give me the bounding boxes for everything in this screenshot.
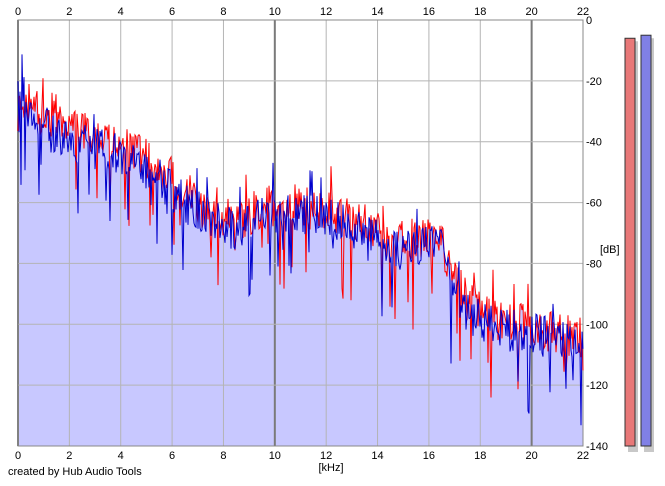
- x-tick-label-bottom: 16: [423, 450, 435, 462]
- x-tick-label-top: 22: [577, 6, 589, 18]
- x-tick-label-top: 0: [15, 6, 21, 18]
- x-tick-label-bottom: 4: [118, 450, 124, 462]
- x-tick-label-top: 14: [371, 6, 383, 18]
- level-meter-bar: [640, 34, 652, 447]
- x-axis-title: [kHz]: [318, 462, 343, 474]
- x-tick-label-bottom: 12: [320, 450, 332, 462]
- y-tick-label: -120: [586, 380, 608, 392]
- x-tick-label-bottom: 2: [66, 450, 72, 462]
- x-tick-label-bottom: 22: [577, 450, 589, 462]
- x-tick-label-top: 8: [220, 6, 226, 18]
- x-tick-label-bottom: 20: [526, 450, 538, 462]
- y-tick-label: -20: [586, 76, 602, 88]
- x-tick-label-bottom: 8: [220, 450, 226, 462]
- x-tick-label-bottom: 18: [474, 450, 486, 462]
- y-tick-label: -40: [586, 137, 602, 149]
- y-tick-label: -60: [586, 198, 602, 210]
- x-tick-label-bottom: 0: [15, 450, 21, 462]
- x-tick-label-top: 12: [320, 6, 332, 18]
- credit-text: created by Hub Audio Tools: [8, 466, 142, 478]
- x-tick-label-bottom: 10: [269, 450, 281, 462]
- plot-border: [17, 19, 584, 447]
- y-tick-label: -140: [586, 441, 608, 453]
- x-tick-label-top: 10: [269, 6, 281, 18]
- spectrum-fill-area: [18, 54, 583, 447]
- x-tick-label-top: 4: [118, 6, 124, 18]
- x-tick-label-top: 18: [474, 6, 486, 18]
- level-meters: [624, 34, 654, 452]
- x-tick-label-top: 6: [169, 6, 175, 18]
- y-tick-label: -100: [586, 319, 608, 331]
- x-tick-label-top: 20: [526, 6, 538, 18]
- y-axis-title: [dB]: [600, 244, 620, 256]
- x-tick-label-top: 2: [66, 6, 72, 18]
- x-tick-label-top: 16: [423, 6, 435, 18]
- x-tick-labels-top: 0 2 4 6 8 10 12 14 16 18 20 22: [15, 6, 589, 18]
- x-tick-labels-bottom: 0 2 4 6 8 10 12 14 16 18 20 22: [15, 450, 589, 462]
- level-meter-bar: [624, 37, 636, 447]
- y-tick-labels: 0 -20 -40 -60 -80 -100 -120 -140: [586, 15, 608, 453]
- y-tick-label: 0: [586, 15, 592, 27]
- x-tick-label-bottom: 14: [371, 450, 383, 462]
- series-line-blue: [17, 54, 584, 426]
- x-tick-label-bottom: 6: [169, 450, 175, 462]
- y-tick-label: -80: [586, 258, 602, 270]
